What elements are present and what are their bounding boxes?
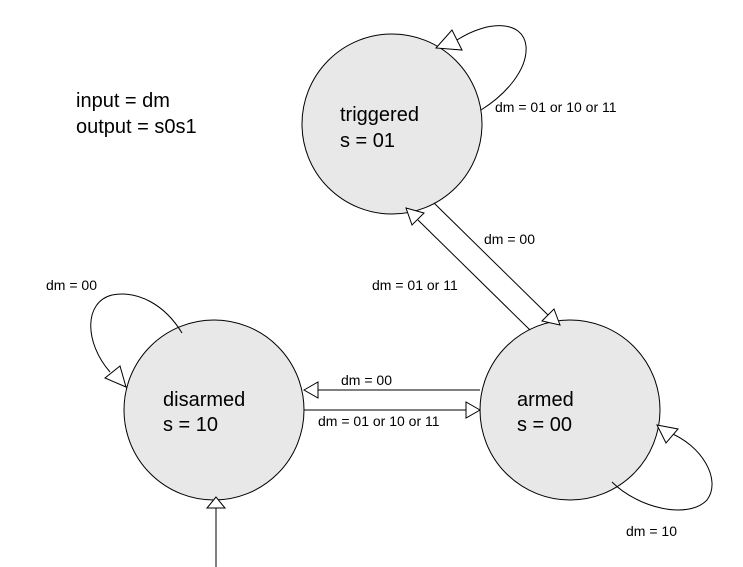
- triggered-self-label: dm = 01 or 10 or 11: [495, 99, 617, 115]
- triggered-to-armed-arrowhead: [541, 308, 561, 326]
- transition-disarmed-to-armed: dm = 01 or 10 or 11: [304, 401, 482, 429]
- state-armed: armed s = 00: [479, 319, 661, 501]
- armed-to-triggered-arrowhead: [405, 207, 425, 226]
- state-triggered-output: s = 01: [340, 130, 395, 152]
- state-disarmed-output: s = 10: [163, 414, 218, 436]
- armed-to-disarmed-arrowhead: [302, 381, 319, 399]
- disarmed-self-arrowhead: [104, 365, 127, 388]
- disarmed-to-armed-label: dm = 01 or 10 or 11: [318, 413, 440, 429]
- triggered-to-armed-label: dm = 00: [484, 231, 535, 247]
- state-triggered: triggered s = 01: [301, 33, 483, 215]
- state-disarmed: disarmed s = 10: [123, 319, 305, 501]
- initial-transition: [205, 496, 227, 567]
- legend: input = dm output = s0s1: [76, 90, 197, 138]
- armed-to-disarmed-label: dm = 00: [341, 372, 392, 388]
- initial-transition-arrowhead: [205, 496, 227, 509]
- armed-to-triggered-line: [417, 219, 531, 331]
- state-disarmed-name: disarmed: [163, 389, 245, 411]
- triggered-self-arrowhead: [434, 29, 463, 51]
- state-armed-output: s = 00: [517, 414, 572, 436]
- transition-armed-to-disarmed: dm = 00: [302, 372, 480, 399]
- triggered-self-loop-line: [456, 25, 527, 111]
- armed-self-arrowhead: [656, 424, 679, 444]
- armed-self-label: dm = 10: [626, 523, 677, 539]
- legend-input: input = dm: [76, 90, 170, 112]
- state-triggered-circle: [301, 33, 483, 215]
- disarmed-self-label: dm = 00: [46, 277, 97, 293]
- transition-disarmed-self: dm = 00: [46, 277, 183, 388]
- disarmed-to-armed-arrowhead: [465, 401, 482, 419]
- transition-armed-to-triggered: dm = 01 or 11: [372, 207, 531, 331]
- state-triggered-name: triggered: [340, 104, 419, 126]
- disarmed-self-loop-line: [90, 293, 183, 373]
- transition-triggered-self: dm = 01 or 10 or 11: [434, 25, 617, 115]
- state-armed-name: armed: [517, 389, 574, 411]
- armed-to-triggered-label: dm = 01 or 11: [372, 277, 458, 293]
- legend-output: output = s0s1: [76, 116, 197, 138]
- triggered-to-armed-line: [433, 202, 549, 316]
- transition-armed-self: dm = 10: [611, 424, 713, 539]
- transition-triggered-to-armed: dm = 00: [433, 202, 561, 326]
- armed-self-loop-line: [611, 431, 713, 511]
